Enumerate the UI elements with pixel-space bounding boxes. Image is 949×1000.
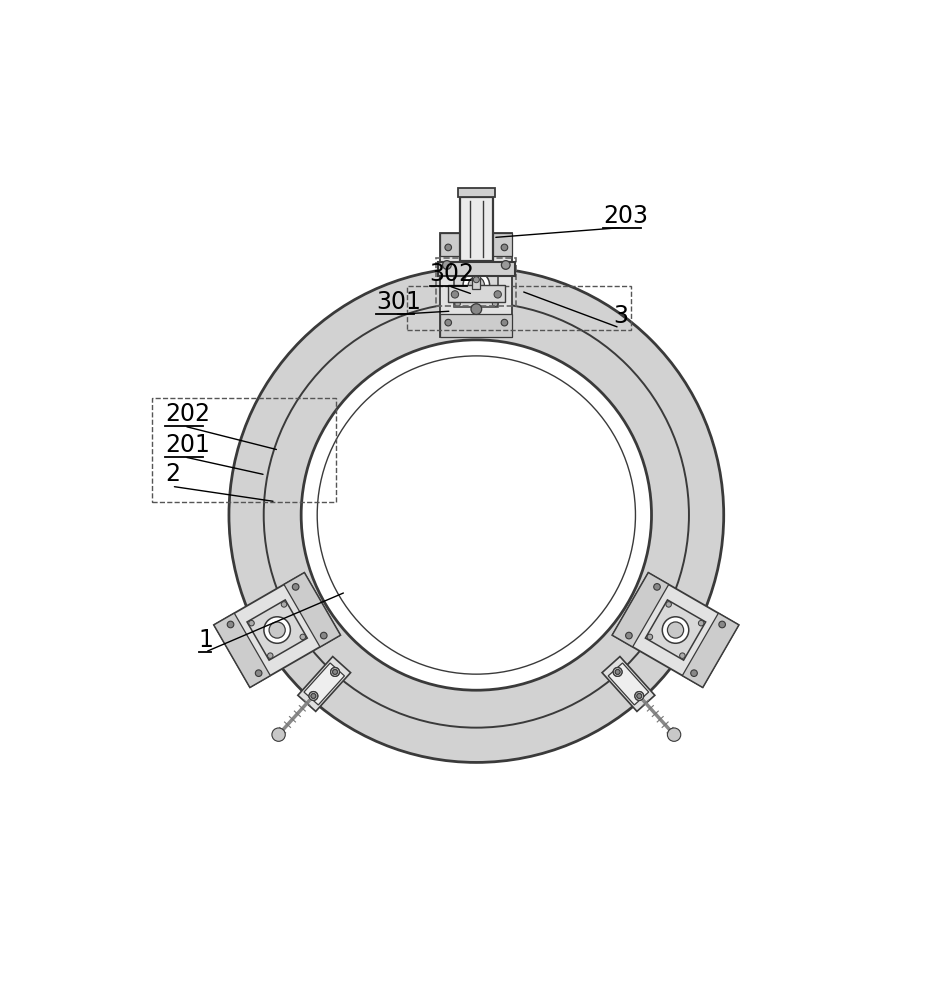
Text: 201: 201 [165, 433, 211, 457]
Bar [457, 188, 495, 197]
Circle shape [455, 301, 460, 307]
Circle shape [229, 268, 724, 762]
Circle shape [647, 634, 653, 640]
Polygon shape [602, 657, 655, 711]
Bar [437, 262, 514, 276]
Text: 3: 3 [613, 304, 628, 328]
Polygon shape [214, 613, 270, 687]
Circle shape [718, 621, 725, 628]
Polygon shape [247, 600, 307, 660]
Circle shape [249, 620, 254, 626]
Circle shape [501, 319, 508, 326]
Circle shape [333, 670, 338, 674]
Circle shape [474, 277, 479, 283]
Circle shape [445, 244, 452, 251]
Circle shape [493, 301, 498, 307]
Circle shape [227, 621, 233, 628]
Circle shape [330, 668, 340, 676]
Circle shape [255, 670, 262, 676]
Circle shape [615, 670, 620, 674]
Circle shape [698, 620, 704, 626]
Polygon shape [455, 263, 498, 307]
Bar [448, 285, 505, 302]
Circle shape [637, 694, 642, 698]
Text: 1: 1 [199, 628, 214, 652]
Polygon shape [440, 314, 512, 337]
Circle shape [654, 584, 661, 590]
Circle shape [292, 584, 299, 590]
Polygon shape [304, 663, 344, 705]
Circle shape [494, 291, 501, 298]
Circle shape [301, 340, 652, 690]
Circle shape [442, 261, 452, 269]
Circle shape [615, 670, 620, 674]
Circle shape [613, 668, 622, 676]
Text: 202: 202 [165, 402, 211, 426]
Circle shape [330, 668, 340, 676]
Circle shape [501, 261, 511, 269]
Circle shape [637, 694, 642, 698]
Circle shape [625, 632, 632, 639]
Text: 301: 301 [376, 290, 421, 314]
Circle shape [667, 728, 680, 741]
Circle shape [468, 277, 484, 293]
Polygon shape [214, 573, 341, 687]
Polygon shape [608, 663, 649, 705]
Polygon shape [284, 573, 341, 647]
Polygon shape [612, 573, 738, 687]
Circle shape [309, 692, 318, 700]
Circle shape [268, 653, 273, 658]
Circle shape [463, 272, 490, 298]
Circle shape [281, 602, 287, 607]
Circle shape [662, 617, 689, 643]
Bar [473, 276, 480, 289]
Circle shape [321, 632, 327, 639]
Circle shape [455, 264, 460, 269]
Circle shape [270, 622, 286, 638]
Circle shape [300, 634, 306, 640]
Circle shape [445, 319, 452, 326]
Circle shape [311, 694, 316, 698]
Circle shape [501, 244, 508, 251]
Polygon shape [612, 573, 669, 647]
Text: 2: 2 [165, 462, 180, 486]
Text: 302: 302 [430, 262, 474, 286]
Circle shape [493, 264, 498, 269]
Text: 203: 203 [604, 204, 648, 228]
Circle shape [272, 728, 286, 741]
Polygon shape [645, 600, 706, 660]
Circle shape [679, 653, 685, 658]
Circle shape [471, 304, 482, 314]
Bar [459, 197, 493, 261]
Circle shape [613, 668, 622, 676]
Polygon shape [440, 233, 512, 256]
Circle shape [309, 692, 318, 700]
Polygon shape [682, 613, 738, 687]
Circle shape [667, 622, 683, 638]
Circle shape [264, 617, 290, 643]
Circle shape [635, 692, 643, 700]
Polygon shape [440, 233, 512, 337]
Circle shape [635, 692, 643, 700]
Circle shape [452, 291, 458, 298]
Circle shape [666, 602, 671, 607]
Circle shape [311, 694, 316, 698]
Polygon shape [298, 657, 350, 711]
Circle shape [333, 670, 338, 674]
Circle shape [691, 670, 698, 676]
